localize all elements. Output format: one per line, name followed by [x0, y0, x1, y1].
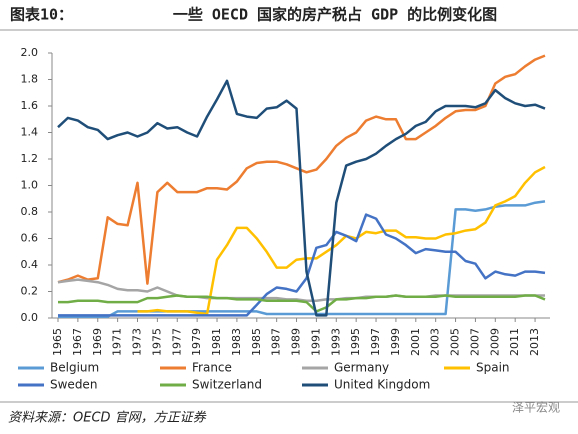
watermark: 泽平宏观	[512, 400, 560, 415]
y-tick-label: 0.8	[21, 205, 39, 218]
legend-label: Switzerland	[192, 378, 262, 392]
y-tick-label: 0.0	[21, 311, 39, 324]
y-tick-label: 0.4	[21, 258, 39, 271]
x-tick-label: 1965	[51, 328, 64, 356]
x-tick-label: 1999	[389, 328, 402, 356]
x-tick-label: 1975	[150, 328, 163, 356]
y-tick-label: 0.6	[21, 232, 39, 245]
y-tick-label: 1.4	[21, 126, 39, 139]
x-tick-label: 1989	[290, 328, 303, 356]
chart-title-prefix: 图表10：	[10, 6, 73, 24]
legend-label: France	[192, 361, 232, 375]
x-tick-label: 1971	[111, 328, 124, 356]
x-tick-label: 2007	[468, 328, 481, 356]
x-tick-label: 2001	[409, 328, 422, 356]
x-tick-label: 1985	[250, 328, 263, 356]
y-tick-label: 2.0	[21, 46, 39, 59]
series-line	[57, 79, 546, 317]
x-tick-label: 1967	[71, 328, 84, 356]
series-line	[57, 278, 545, 303]
y-tick-label: 1.0	[21, 179, 39, 192]
x-tick-label: 2003	[429, 328, 442, 356]
x-tick-label: 1993	[329, 328, 342, 356]
legend-label: Germany	[334, 361, 389, 375]
series-line	[58, 213, 546, 317]
y-tick-label: 0.2	[21, 285, 39, 298]
legend-label: United Kingdom	[334, 378, 430, 392]
x-tick-label: 1987	[270, 328, 283, 356]
x-tick-label: 1977	[170, 328, 183, 356]
x-tick-label: 2011	[508, 328, 521, 356]
x-tick-label: 1981	[210, 328, 223, 356]
y-tick-label: 1.8	[21, 73, 39, 86]
x-tick-label: 2013	[528, 328, 541, 356]
x-tick-label: 1991	[309, 328, 322, 356]
legend-label: Belgium	[50, 361, 99, 375]
x-tick-label: 1979	[190, 328, 203, 356]
series-line	[57, 54, 546, 285]
chart-title: 一些 OECD 国家的房产税占 GDP 的比例变化图	[173, 6, 497, 24]
series-line	[58, 294, 546, 313]
x-tick-label: 1969	[91, 328, 104, 356]
x-tick-label: 1995	[349, 328, 362, 356]
x-tick-label: 2009	[488, 328, 501, 356]
y-tick-label: 1.2	[21, 152, 39, 165]
legend-label: Sweden	[50, 378, 97, 392]
series-line	[137, 165, 546, 316]
x-tick-label: 1983	[230, 328, 243, 356]
legend-label: Spain	[476, 361, 510, 375]
source: 资料来源：OECD 官网，方正证券	[8, 411, 207, 426]
x-tick-label: 1997	[369, 328, 382, 356]
y-tick-label: 1.6	[21, 99, 39, 112]
x-tick-label: 2005	[449, 328, 462, 356]
x-tick-label: 1973	[131, 328, 144, 356]
